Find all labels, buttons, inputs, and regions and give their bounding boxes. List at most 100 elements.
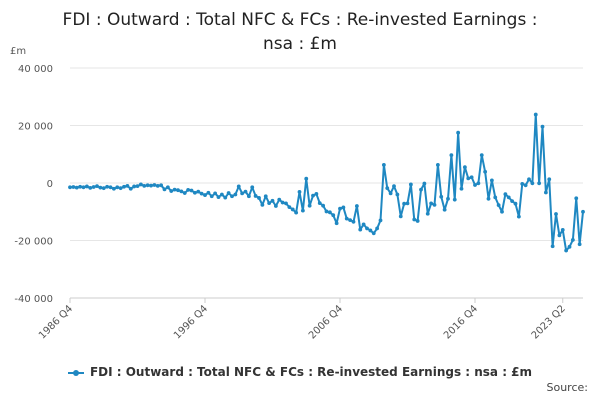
data-point[interactable] [105, 184, 110, 189]
data-point[interactable] [81, 185, 86, 190]
data-point[interactable] [540, 124, 545, 129]
data-point[interactable] [98, 185, 103, 190]
data-point[interactable] [216, 195, 221, 199]
data-point[interactable] [253, 194, 258, 198]
data-point[interactable] [338, 206, 342, 211]
data-point[interactable] [209, 194, 214, 199]
data-point[interactable] [314, 192, 319, 196]
data-point[interactable] [462, 165, 467, 170]
data-point[interactable] [415, 219, 420, 223]
data-point[interactable] [243, 189, 248, 194]
data-point[interactable] [489, 178, 494, 183]
data-point[interactable] [392, 184, 396, 189]
data-point[interactable] [169, 189, 174, 193]
data-point[interactable] [257, 196, 261, 200]
data-point[interactable] [530, 181, 535, 186]
data-point[interactable] [446, 196, 450, 201]
data-point[interactable] [327, 210, 332, 215]
data-point[interactable] [101, 186, 106, 191]
data-point[interactable] [486, 196, 491, 201]
data-point[interactable] [74, 185, 79, 190]
data-point[interactable] [466, 176, 471, 181]
data-point[interactable] [142, 183, 147, 188]
data-point[interactable] [223, 195, 228, 200]
data-point[interactable] [138, 182, 143, 187]
data-point[interactable] [412, 217, 417, 222]
data-point[interactable] [469, 175, 474, 180]
data-point[interactable] [132, 184, 137, 189]
data-point[interactable] [111, 186, 116, 191]
data-point[interactable] [493, 195, 498, 200]
data-point[interactable] [273, 204, 278, 208]
data-point[interactable] [196, 189, 201, 194]
data-point[interactable] [300, 208, 305, 213]
data-point[interactable] [324, 209, 329, 214]
data-point[interactable] [165, 185, 170, 190]
data-point[interactable] [91, 185, 96, 189]
data-point[interactable] [159, 183, 164, 188]
data-point[interactable] [236, 184, 241, 189]
data-point[interactable] [334, 221, 339, 226]
data-point[interactable] [510, 199, 515, 204]
data-point[interactable] [294, 210, 299, 215]
data-point[interactable] [152, 183, 157, 187]
data-point[interactable] [378, 218, 383, 223]
data-point[interactable] [577, 242, 582, 247]
data-point[interactable] [513, 201, 518, 206]
data-point[interactable] [68, 185, 72, 190]
data-point[interactable] [459, 186, 464, 191]
data-point[interactable] [533, 112, 538, 117]
data-point[interactable] [375, 226, 380, 231]
data-point[interactable] [581, 209, 585, 214]
data-point[interactable] [520, 181, 525, 186]
data-point[interactable] [358, 227, 363, 232]
data-point[interactable] [439, 194, 444, 199]
data-point[interactable] [135, 184, 140, 189]
data-point[interactable] [78, 184, 83, 189]
data-point[interactable] [128, 186, 133, 191]
data-point[interactable] [473, 183, 477, 187]
data-point[interactable] [449, 153, 454, 158]
data-point[interactable] [108, 185, 113, 190]
data-point[interactable] [554, 212, 558, 216]
data-point[interactable] [71, 185, 76, 189]
legend[interactable]: FDI : Outward : Total NFC & FCs : Re-inv… [0, 365, 600, 379]
data-point[interactable] [172, 187, 177, 192]
data-point[interactable] [199, 191, 204, 196]
data-point[interactable] [206, 190, 211, 195]
data-point[interactable] [219, 192, 224, 197]
data-point[interactable] [331, 213, 336, 218]
data-point[interactable] [496, 203, 501, 208]
data-point[interactable] [189, 188, 194, 193]
data-point[interactable] [503, 192, 508, 197]
data-point[interactable] [402, 201, 407, 206]
data-point[interactable] [307, 203, 312, 208]
data-point[interactable] [290, 207, 295, 212]
data-point[interactable] [560, 227, 565, 232]
data-point[interactable] [483, 169, 488, 174]
data-point[interactable] [425, 211, 430, 216]
data-point[interactable] [125, 183, 130, 188]
data-point[interactable] [537, 181, 542, 186]
data-point[interactable] [543, 190, 548, 195]
data-point[interactable] [317, 201, 322, 206]
data-point[interactable] [246, 194, 251, 199]
data-point[interactable] [182, 191, 187, 195]
data-point[interactable] [506, 195, 511, 200]
data-point[interactable] [442, 207, 447, 212]
data-point[interactable] [432, 202, 437, 207]
data-point[interactable] [145, 183, 150, 188]
data-point[interactable] [385, 186, 390, 191]
data-point[interactable] [95, 184, 99, 189]
data-point[interactable] [233, 192, 238, 197]
data-point[interactable] [341, 205, 346, 210]
data-point[interactable] [176, 188, 180, 193]
data-point[interactable] [408, 182, 413, 187]
data-point[interactable] [361, 222, 366, 227]
data-point[interactable] [371, 231, 376, 236]
data-point[interactable] [155, 183, 160, 188]
data-point[interactable] [192, 190, 197, 195]
data-point[interactable] [419, 187, 423, 192]
data-point[interactable] [368, 228, 373, 233]
data-point[interactable] [280, 200, 285, 205]
